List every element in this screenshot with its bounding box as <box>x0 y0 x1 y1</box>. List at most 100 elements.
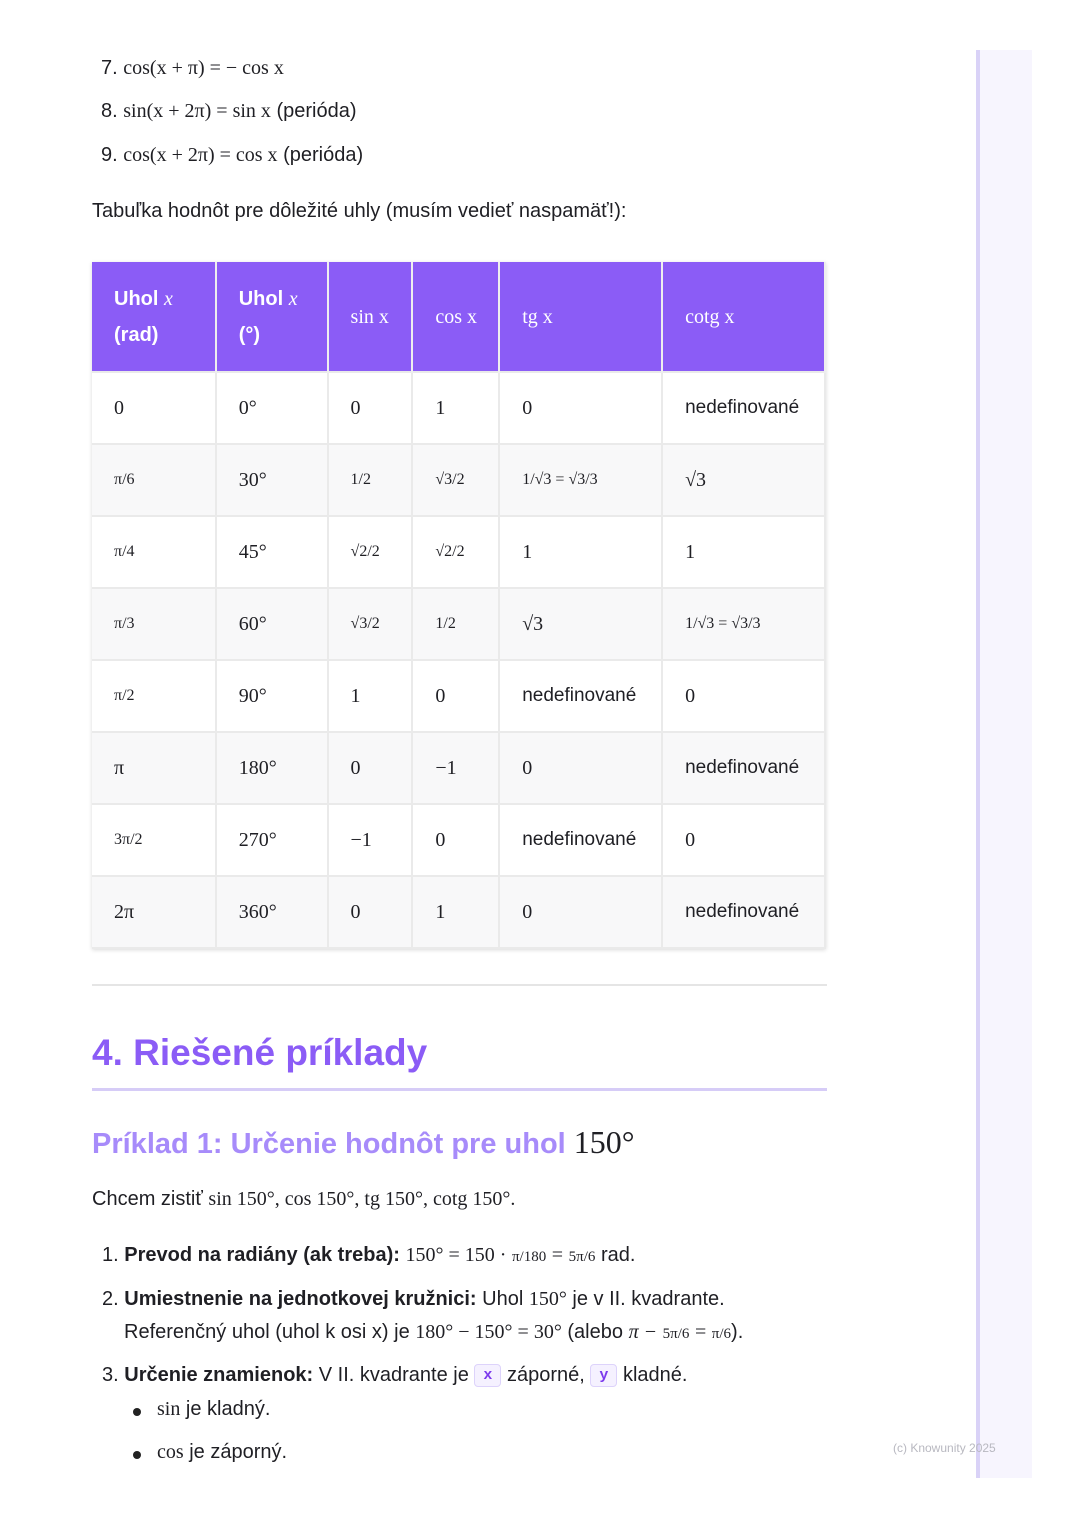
step-2-line-2: Referenčný uhol (uhol k osi x) je 180° −… <box>124 1321 743 1344</box>
step-text: Uhol <box>482 1288 524 1310</box>
divider <box>92 984 827 986</box>
trig-values-table: Uhol x (rad) Uhol x (°) sin x cos x tg x cotg x… <box>92 262 826 949</box>
step-label: Prevod na radiány (ak treba): <box>124 1244 400 1266</box>
bullet-item: cos je záporný. <box>157 1441 287 1464</box>
table-cell: 180° <box>215 731 329 805</box>
step-label: Určenie znamienok: <box>124 1364 314 1386</box>
table-cell: 0 <box>412 803 501 877</box>
table-cell: 0 <box>662 803 826 877</box>
fraction: π/6 <box>711 1326 732 1342</box>
inline-code: y <box>590 1364 618 1388</box>
step-3: 3. Určenie znamienok: V II. kvadrante je… <box>102 1364 688 1388</box>
formula: cos(x + 2π) = cos x <box>123 144 278 166</box>
formula-item: 8. sin(x + 2π) = sin x (perióda) <box>101 100 357 123</box>
table-cell: 0 <box>327 371 414 445</box>
table-cell: 270° <box>215 803 329 877</box>
table-cell: 30° <box>215 443 329 517</box>
section-underline <box>92 1088 827 1091</box>
step-math: 150° = 150 · <box>405 1244 507 1266</box>
table-row: π 180° 0 −1 0 nedefinované <box>92 731 826 805</box>
equals: = <box>694 1321 707 1343</box>
table-cell: 360° <box>215 875 329 949</box>
table-cell: nedefinované <box>662 371 826 445</box>
fraction: 5π/6 <box>568 1249 596 1265</box>
table-cell: π/3 <box>92 587 217 661</box>
step-text: záporné, <box>506 1364 585 1386</box>
example-title-text: Príklad 1: Určenie hodnôt pre uhol <box>92 1128 566 1160</box>
column-header: tg x <box>499 262 664 372</box>
header-math: x <box>288 287 298 310</box>
table-cell: nedefinované <box>662 875 826 949</box>
column-header: Uhol x (rad) <box>92 262 217 372</box>
header-math: cotg x <box>685 305 735 328</box>
table-cell: π/6 <box>92 443 217 517</box>
step-text: ). <box>731 1321 744 1343</box>
table-cell: 1 <box>412 371 501 445</box>
inline-code: x <box>474 1364 502 1388</box>
fraction: 5π/6 <box>662 1326 690 1342</box>
formula: sin(x + 2π) = sin x <box>123 100 271 122</box>
table-cell: π/2 <box>92 659 217 733</box>
table-cell: −1 <box>327 803 414 877</box>
table-row: π/6 30° 1/2 √3/2 1/√3 = √3/3 √3 <box>92 443 826 517</box>
example-title-math: 150° <box>573 1124 635 1160</box>
table-cell: √3/2 <box>412 443 501 517</box>
intro-math: sin 150°, cos 150°, tg 150°, cotg 150°. <box>208 1188 516 1210</box>
formula-item: 9. cos(x + 2π) = cos x (perióda) <box>101 144 363 167</box>
table-cell: 1/√3 = √3/3 <box>499 443 664 517</box>
table-cell: π/4 <box>92 515 217 589</box>
example-title: Príklad 1: Určenie hodnôt pre uhol 150° <box>92 1124 635 1161</box>
table-cell: 60° <box>215 587 329 661</box>
column-header: cotg x <box>662 262 826 372</box>
item-number: 9. <box>101 144 118 166</box>
intro-text: Chcem zistiť <box>92 1188 203 1210</box>
table-cell: √3/2 <box>327 587 414 661</box>
bullet-text: je záporný. <box>189 1441 288 1463</box>
step-text: Referenčný uhol (uhol k osi x) je <box>124 1321 410 1343</box>
bullet-math: cos <box>157 1441 184 1463</box>
table-cell: 1/2 <box>327 443 414 517</box>
step-math: 180° − 150° = 30° <box>415 1321 562 1343</box>
formula: cos(x + π) = − cos x <box>123 57 284 79</box>
bullet-math: sin <box>157 1398 181 1420</box>
header-math: tg x <box>522 305 553 328</box>
table-cell: 0 <box>499 371 664 445</box>
table-intro: Tabuľka hodnôt pre dôležité uhly (musím … <box>92 200 627 222</box>
table-cell: nedefinované <box>499 803 664 877</box>
step-math: 150° <box>528 1288 567 1310</box>
step-number: 3. <box>102 1364 119 1386</box>
step-tail: rad. <box>600 1244 636 1266</box>
table-cell: 0 <box>412 659 501 733</box>
table-cell: 1/2 <box>412 587 501 661</box>
table-cell: 0 <box>92 371 217 445</box>
fraction: π/180 <box>511 1249 547 1265</box>
table-row: π/4 45° √2/2 √2/2 1 1 <box>92 515 826 589</box>
table-cell: π <box>92 731 217 805</box>
table-cell: 45° <box>215 515 329 589</box>
header-math: sin x <box>350 305 389 328</box>
table-cell: 90° <box>215 659 329 733</box>
step-1: 1. Prevod na radiány (ak treba): 150° = … <box>102 1244 635 1267</box>
column-header: Uhol x (°) <box>215 262 329 372</box>
step-2: 2. Umiestnenie na jednotkovej kružnici: … <box>102 1288 725 1311</box>
table-row: 0 0° 0 1 0 nedefinované <box>92 371 826 445</box>
section-title: 4. Riešené príklady <box>92 1032 428 1073</box>
column-header: sin x <box>327 262 414 372</box>
right-sidebar-strip <box>976 50 1032 1478</box>
table-cell: nedefinované <box>662 731 826 805</box>
step-text: kladné. <box>622 1364 688 1386</box>
header-unit: (rad) <box>114 323 159 346</box>
header-math: x <box>164 287 173 310</box>
table-cell: 2π <box>92 875 217 949</box>
watermark: (c) Knowunity 2025 <box>893 1441 996 1455</box>
table-cell: √2/2 <box>327 515 414 589</box>
equals: = <box>551 1244 564 1266</box>
formula-note: (perióda) <box>276 100 357 122</box>
bullet-item: sin je kladný. <box>157 1398 270 1421</box>
step-math: π − <box>628 1321 658 1343</box>
step-text: V II. kvadrante je <box>318 1364 469 1386</box>
table-cell: 0 <box>662 659 826 733</box>
header-text: Uhol <box>238 287 284 310</box>
table-cell: 1 <box>412 875 501 949</box>
table-row: 3π/2 270° −1 0 nedefinované 0 <box>92 803 826 877</box>
